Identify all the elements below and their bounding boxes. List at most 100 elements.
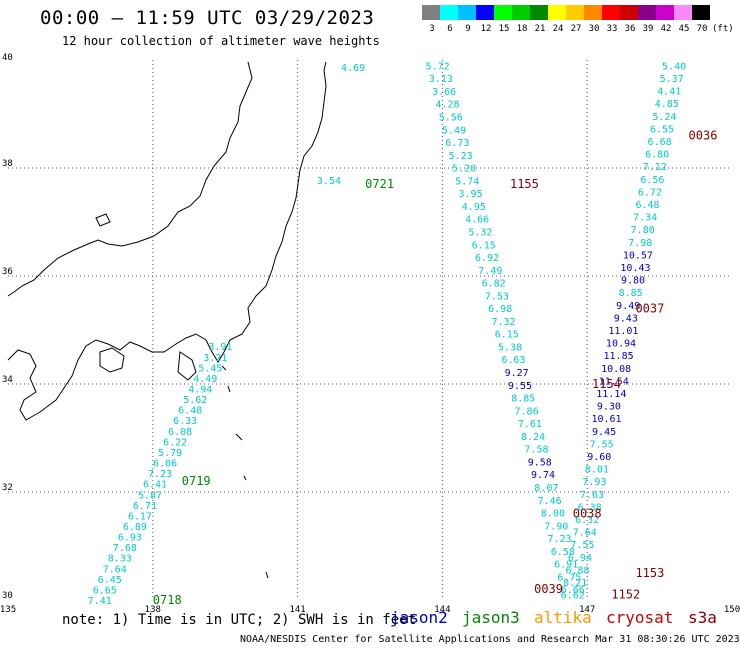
legend-swatch	[440, 5, 458, 20]
wave-height-label: 9.74	[531, 470, 555, 481]
wave-height-label: 6.88	[565, 565, 589, 576]
wave-height-label: 6.22	[163, 437, 187, 448]
pass-time-label: 1153	[635, 566, 664, 580]
wave-height-label: 10.61	[591, 414, 621, 425]
lon-tick-label: 138	[145, 605, 161, 615]
legend-tick-label: 15	[499, 24, 510, 34]
wave-height-label: 6.15	[472, 240, 496, 251]
wave-height-label: 3.13	[429, 74, 453, 85]
wave-height-label: 4.49	[193, 374, 217, 385]
wave-height-label: 6.33	[173, 416, 197, 427]
wave-height-label: 5.32	[468, 227, 492, 238]
wave-height-label: 9.27	[505, 368, 529, 379]
wave-height-label: 7.34	[633, 213, 657, 224]
wave-height-label: 7.23	[547, 534, 571, 545]
wave-height-label: 3.21	[203, 353, 227, 364]
wave-height-label: 10.57	[623, 250, 653, 261]
wave-height-label: 6.80	[645, 150, 669, 161]
legend-swatch	[548, 5, 566, 20]
wave-height-label: 7.23	[148, 469, 172, 480]
wave-height-label: 6.94	[568, 553, 592, 564]
wave-height-label: 7.86	[515, 406, 539, 417]
wave-height-label: 8.33	[108, 554, 132, 565]
izu-islands	[221, 365, 269, 579]
wave-height-label: 8.85	[511, 394, 535, 405]
lon-tick-label: 144	[434, 605, 450, 615]
wave-height-label: 9.60	[587, 452, 611, 463]
coastline	[7, 61, 327, 579]
pass-time-label: 0039	[534, 582, 563, 596]
wave-height-label: 4.95	[462, 202, 486, 213]
wave-height-label: 5.38	[498, 342, 522, 353]
wave-height-label: 6.63	[501, 355, 525, 366]
wave-height-label: 6.56	[640, 175, 664, 186]
wave-height-label: 6.62	[561, 591, 585, 602]
wave-height-label: 10.43	[620, 263, 650, 274]
legend-tick-label: 6	[447, 24, 452, 34]
wave-height-label: 5.49	[442, 125, 466, 136]
legend-swatch	[602, 5, 620, 20]
wave-height-label: 6.75	[557, 572, 581, 583]
wave-height-label: 6.45	[98, 575, 122, 586]
pass-time-label: 1155	[510, 177, 539, 191]
legend-tick-label: 36	[625, 24, 636, 34]
wave-height-label: 5.56	[439, 113, 463, 124]
wave-height-label: 9.43	[614, 313, 638, 324]
legend-tick-label: 42	[661, 24, 672, 34]
wave-height-label: 5.40	[662, 61, 686, 72]
lon-tick-label: 150	[724, 605, 740, 615]
legend-tick-label: 45	[679, 24, 690, 34]
wave-height-label: 7.32	[491, 317, 515, 328]
wave-height-label: 11.54	[599, 376, 629, 387]
legend-tick-label: 18	[517, 24, 528, 34]
lat-lon-grid: 135 138 141 144 147 150 40 38 36 34 32 30	[0, 53, 740, 615]
units-note: note: 1) Time is in UTC; 2) SWH is in fe…	[62, 612, 417, 628]
page-title: 00:00 – 11:59 UTC 03/29/2023	[40, 7, 375, 29]
lon-tick-label: 147	[579, 605, 595, 615]
wave-height-label: 8.85	[619, 288, 643, 299]
legend-swatch	[494, 5, 512, 20]
wave-height-label: 7.64	[573, 528, 597, 539]
wave-height-label: 7.58	[524, 445, 548, 456]
wave-height-label: 5.79	[158, 448, 182, 459]
wave-height-label: 5.24	[652, 112, 676, 123]
wave-height-label: 10.08	[601, 364, 631, 375]
wave-height-label: 8.07	[534, 483, 558, 494]
pass-time-label: 0721	[365, 177, 394, 191]
credit-line: NOAA/NESDIS Center for Satellite Applica…	[240, 634, 740, 645]
page-subtitle: 12 hour collection of altimeter wave hei…	[62, 34, 380, 48]
wave-height-label: 7.49	[478, 266, 502, 277]
wave-height-label: 7.61	[518, 419, 542, 430]
wave-height-label: 6.93	[118, 533, 142, 544]
wave-height-label: 6.08	[168, 427, 192, 438]
legend-swatch	[530, 5, 548, 20]
wave-height-label: 7.90	[544, 521, 568, 532]
legend-swatch	[512, 5, 530, 20]
wave-height-tracks: 7.416.656.457.648.337.686.936.896.176.71…	[88, 61, 686, 607]
wave-height-label: 9.58	[528, 457, 552, 468]
wave-height-label: 7.46	[538, 496, 562, 507]
legend-swatch	[476, 5, 494, 20]
legend-swatch	[584, 5, 602, 20]
legend-swatch	[638, 5, 656, 20]
wave-height-label: 5.20	[452, 164, 476, 175]
legend-tick-label: 24	[553, 24, 564, 34]
satellite-label-jason3: jason3	[462, 608, 520, 627]
wave-height-label: 4.85	[655, 99, 679, 110]
wave-height-label: 4.66	[465, 215, 489, 226]
wave-height-label: 9.49	[616, 301, 640, 312]
track-jason3-east: 5.72 3.13 3.66 4.28 5.565.49 6.73 5.23 5.205.74…	[426, 61, 585, 596]
track-cryosat-east: 5.40 5.37 4.414.85 5.246.55 6.68 6.807.12 6.56…	[561, 61, 686, 601]
wave-height-label: 7.64	[103, 564, 127, 575]
wave-height-label: 7.53	[485, 291, 509, 302]
lat-tick-label: 34	[2, 375, 13, 385]
lat-tick-label: 38	[2, 159, 13, 169]
wave-height-label: 10.94	[606, 339, 636, 350]
legend-unit: (ft)	[712, 24, 734, 34]
wave-height-label: 5.87	[138, 490, 162, 501]
wave-height-label: 8.00	[541, 509, 565, 520]
legend-swatch	[566, 5, 584, 20]
lat-tick-label: 30	[2, 591, 13, 601]
legend-tick-label: 9	[465, 24, 470, 34]
